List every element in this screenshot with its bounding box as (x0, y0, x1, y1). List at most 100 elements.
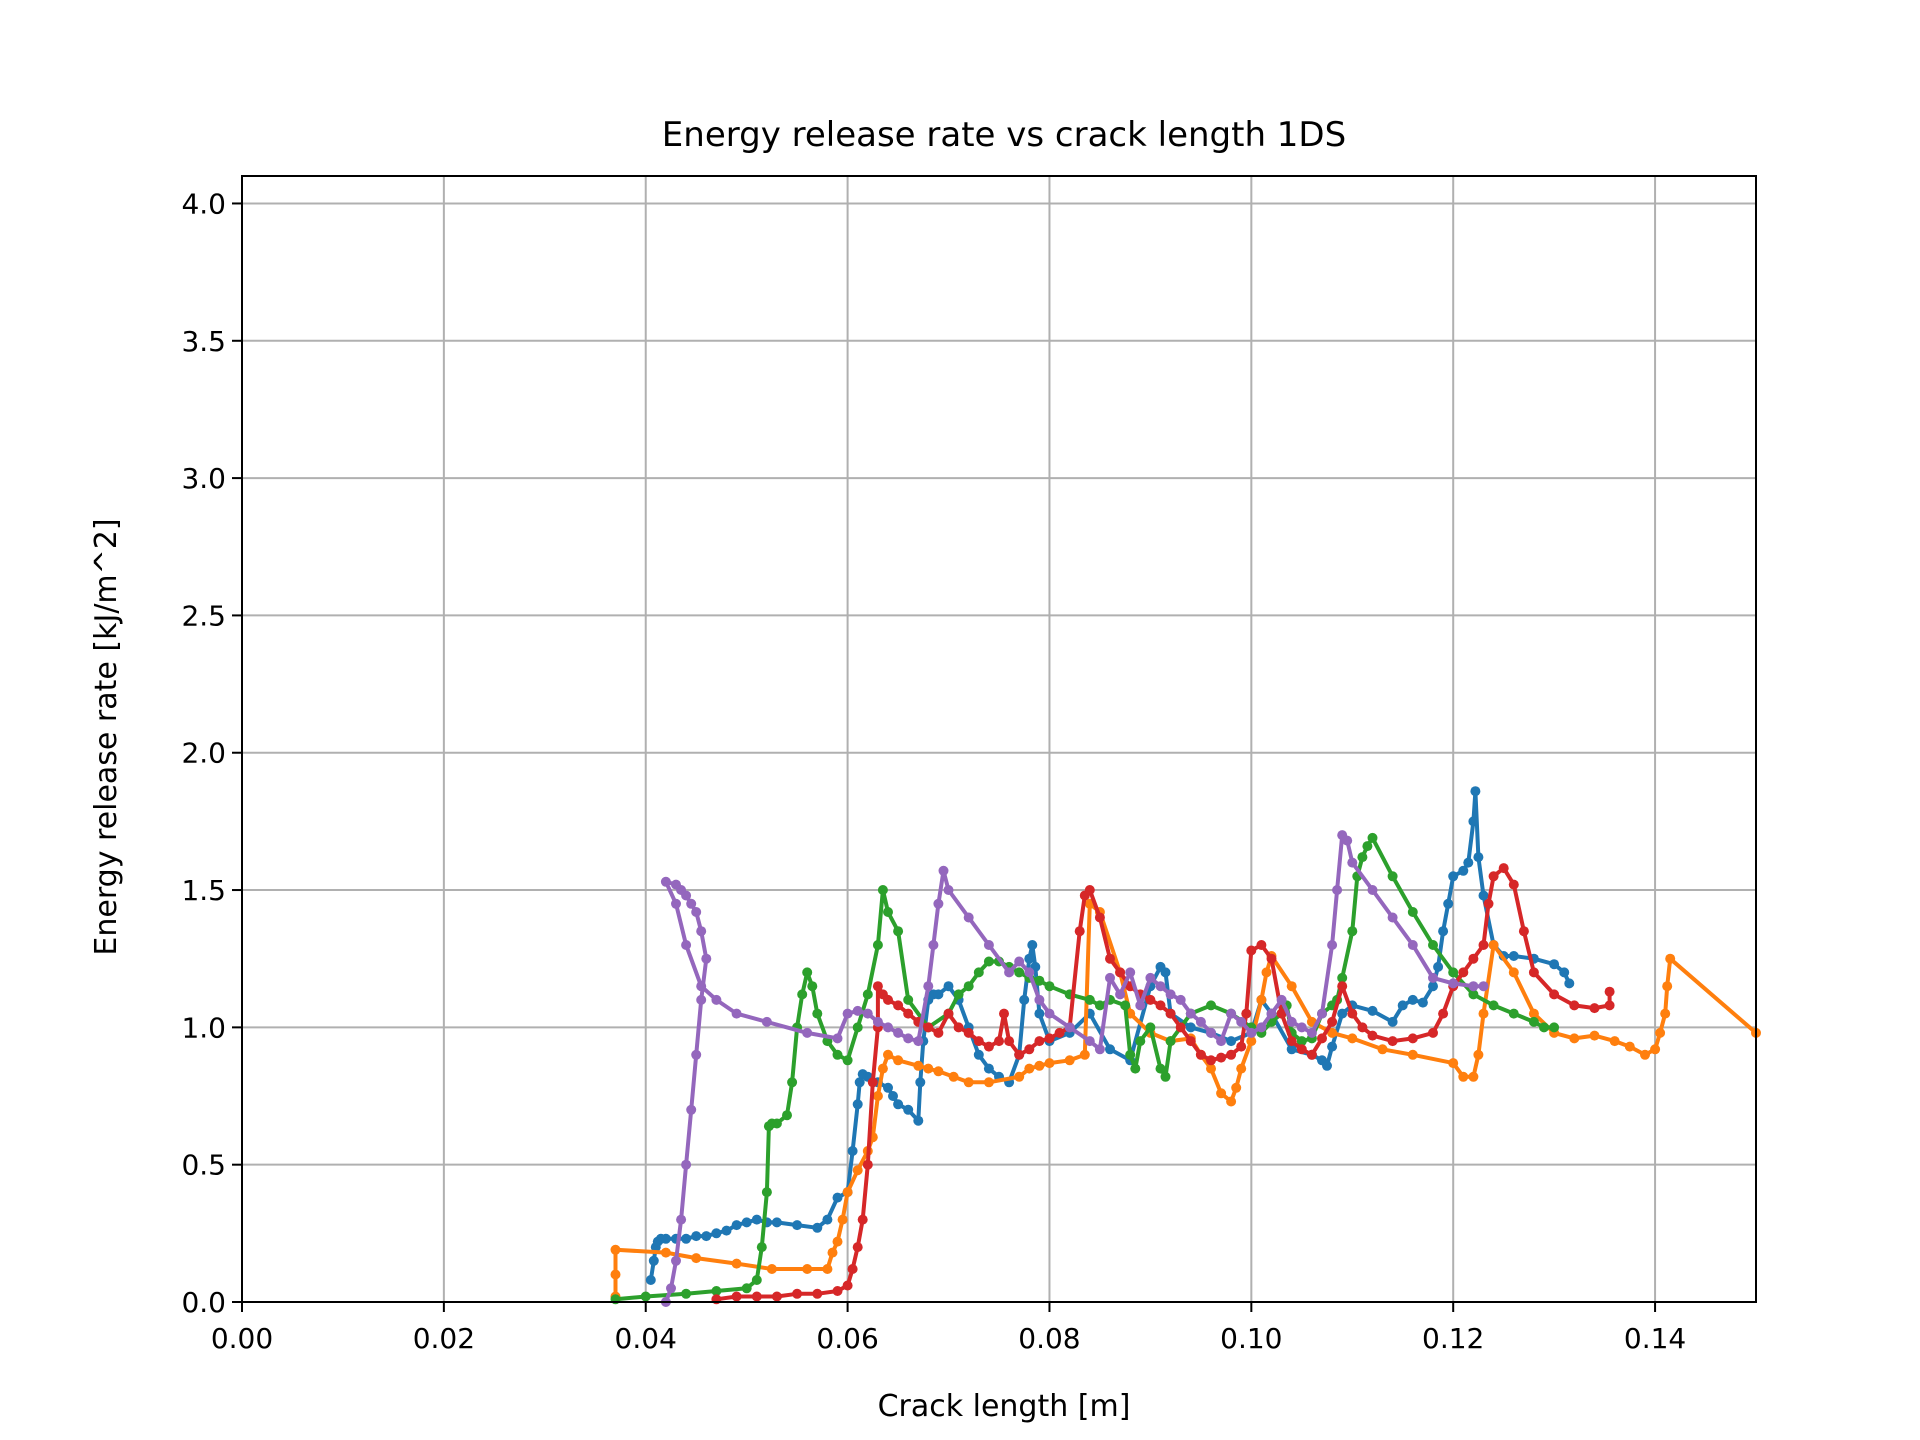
data-point (994, 1036, 1004, 1047)
data-point (915, 1077, 926, 1088)
data-point (862, 1159, 873, 1170)
data-point (771, 1118, 782, 1129)
data-point (1064, 1022, 1075, 1033)
data-point (1468, 953, 1479, 964)
data-point (928, 940, 939, 950)
y-tick-label: 0.0 (181, 1286, 226, 1319)
data-point (1428, 981, 1438, 992)
data-point (1014, 967, 1025, 978)
data-point (1407, 907, 1418, 917)
x-tick-label: 0.06 (816, 1322, 878, 1355)
data-point (1428, 1027, 1438, 1038)
data-point (1256, 994, 1267, 1005)
data-point (862, 1008, 873, 1019)
data-point (1160, 1071, 1171, 1082)
data-point (1084, 1036, 1095, 1047)
data-point (1468, 989, 1479, 1000)
data-point (1448, 978, 1459, 989)
data-point (751, 1275, 762, 1285)
series-4 (711, 863, 1615, 1305)
data-point (751, 1214, 762, 1225)
data-point (691, 1253, 702, 1264)
data-point (1564, 978, 1575, 989)
data-point (1473, 1049, 1484, 1060)
data-point (1347, 1008, 1358, 1019)
y-tick-label: 2.5 (181, 599, 226, 632)
data-point (751, 1291, 762, 1302)
x-tick-label: 0.08 (1018, 1322, 1080, 1355)
data-point (903, 1008, 914, 1019)
data-point (761, 1187, 772, 1198)
data-point (1488, 1000, 1499, 1011)
data-point (1155, 1063, 1166, 1074)
data-point (923, 981, 934, 992)
data-point (1115, 989, 1126, 1000)
data-point (1236, 1041, 1247, 1052)
data-point (872, 1016, 883, 1027)
data-point (1317, 1008, 1327, 1019)
data-point (842, 1280, 853, 1291)
y-axis-ticks: 0.0 0.5 1.0 1.5 2.0 2.5 3.0 3.5 4.0 (181, 187, 242, 1319)
data-point (1559, 967, 1570, 978)
data-point (1589, 1030, 1600, 1041)
data-point (913, 1115, 924, 1126)
data-point (1105, 972, 1115, 983)
data-point (1027, 940, 1038, 950)
data-point (1206, 1063, 1216, 1074)
data-point (802, 1264, 813, 1274)
data-point (1347, 1033, 1358, 1044)
data-point (1327, 1041, 1338, 1052)
data-point (883, 1082, 893, 1093)
data-point (1185, 1036, 1196, 1047)
data-point (1079, 1049, 1090, 1060)
data-point (1044, 981, 1055, 992)
data-point (1296, 1044, 1307, 1055)
data-point (1160, 967, 1171, 978)
data-point (837, 1214, 848, 1225)
data-point (1528, 1008, 1539, 1019)
data-point (671, 1255, 681, 1266)
data-point (923, 1063, 934, 1074)
data-point (893, 1027, 904, 1038)
data-point (1417, 997, 1428, 1008)
data-point (888, 1091, 898, 1101)
data-point (1286, 1016, 1297, 1027)
data-point (1115, 967, 1126, 978)
data-point (852, 1099, 863, 1110)
data-point (1014, 1049, 1025, 1060)
data-point (973, 1049, 984, 1060)
data-point (1241, 1008, 1252, 1019)
data-point (1014, 1071, 1025, 1082)
data-point (1468, 816, 1479, 827)
data-point (1508, 879, 1519, 890)
data-point (771, 1217, 782, 1228)
data-point (1125, 967, 1136, 978)
data-point (943, 981, 954, 992)
data-point (1130, 1063, 1141, 1074)
data-point (1458, 967, 1469, 978)
data-point (1609, 1036, 1620, 1047)
data-point (766, 1264, 777, 1274)
data-point (1064, 1055, 1075, 1066)
data-point (1539, 1022, 1549, 1033)
axes-frame (241, 175, 1757, 1303)
series-5 (660, 830, 1489, 1307)
data-point (1165, 1036, 1176, 1047)
data-point (812, 1222, 823, 1233)
data-point (1407, 1033, 1418, 1044)
data-point (842, 1187, 853, 1198)
data-point (1624, 1041, 1635, 1052)
data-point (1327, 1027, 1338, 1038)
data-point (983, 940, 994, 950)
data-point (883, 907, 893, 917)
data-point (1367, 885, 1378, 895)
data-point (1216, 1052, 1227, 1063)
data-point (1660, 1008, 1671, 1019)
data-point (943, 885, 954, 895)
data-point (1014, 956, 1025, 967)
data-point (1256, 1022, 1267, 1033)
data-point (1473, 852, 1484, 863)
data-point (1347, 857, 1358, 868)
data-point (1387, 1016, 1398, 1027)
